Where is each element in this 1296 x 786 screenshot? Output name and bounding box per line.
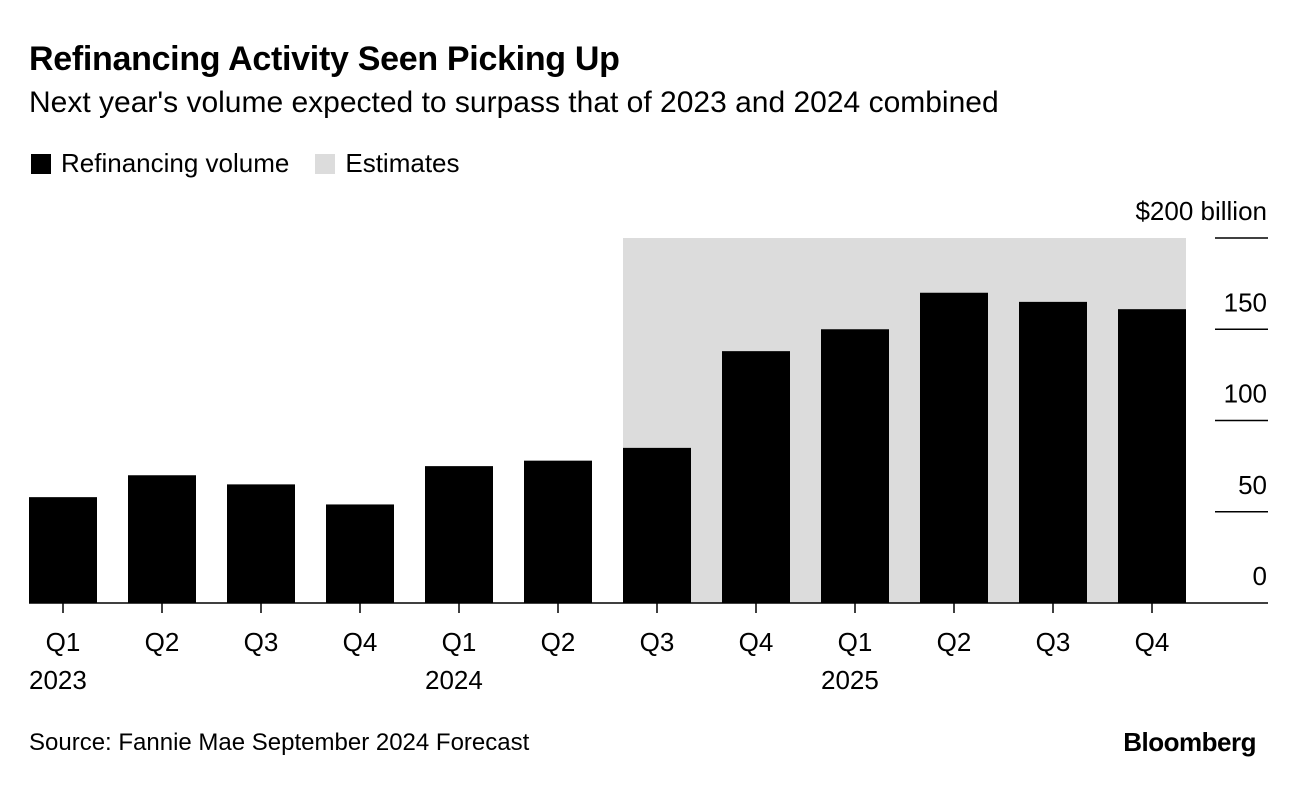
legend: Refinancing volume Estimates xyxy=(31,148,486,179)
legend-swatch-refinancing-volume xyxy=(31,153,51,174)
legend-swatch-estimates xyxy=(315,153,336,174)
bar xyxy=(326,504,394,603)
x-year-label: 2025 xyxy=(821,665,879,695)
legend-label-estimates: Estimates xyxy=(345,148,460,178)
legend-item-estimates: Estimates xyxy=(315,148,460,179)
source-note: Source: Fannie Mae September 2024 Foreca… xyxy=(29,729,530,756)
y-tick-label: $200 billion xyxy=(1135,196,1267,226)
chart-subtitle: Next year's volume expected to surpass t… xyxy=(29,86,999,119)
chart-title: Refinancing Activity Seen Picking Up xyxy=(29,40,620,78)
x-tick-label: Q4 xyxy=(343,627,378,657)
bar xyxy=(623,447,691,603)
bar xyxy=(29,497,97,603)
x-tick-label: Q1 xyxy=(46,627,81,657)
x-tick-label: Q3 xyxy=(1036,627,1071,657)
bar xyxy=(425,466,493,603)
bar xyxy=(524,460,592,603)
bar xyxy=(1019,301,1087,603)
legend-label-refinancing-volume: Refinancing volume xyxy=(61,148,290,178)
y-tick-label: 100 xyxy=(1224,379,1267,409)
x-tick-label: Q3 xyxy=(640,627,675,657)
y-tick-label: 150 xyxy=(1224,287,1267,317)
x-tick-label: Q2 xyxy=(541,627,576,657)
x-year-label: 2023 xyxy=(29,665,87,695)
x-tick-label: Q2 xyxy=(937,627,972,657)
x-tick-label: Q1 xyxy=(442,627,477,657)
x-tick-label: Q4 xyxy=(1135,627,1170,657)
bar xyxy=(821,329,889,603)
x-tick-label: Q4 xyxy=(739,627,774,657)
x-year-label: 2024 xyxy=(425,665,483,695)
x-tick-label: Q3 xyxy=(244,627,279,657)
y-tick-label: 50 xyxy=(1238,470,1267,500)
legend-item-refinancing-volume: Refinancing volume xyxy=(31,148,289,179)
x-tick-label: Q2 xyxy=(145,627,180,657)
bar xyxy=(227,484,295,603)
bloomberg-logo: Bloomberg xyxy=(1123,727,1256,757)
bar xyxy=(722,351,790,603)
bar xyxy=(920,292,988,603)
bar xyxy=(128,475,196,603)
x-tick-label: Q1 xyxy=(838,627,873,657)
estimates-shade xyxy=(623,238,1186,603)
y-tick-label: 0 xyxy=(1253,561,1267,591)
bar xyxy=(1118,309,1186,603)
